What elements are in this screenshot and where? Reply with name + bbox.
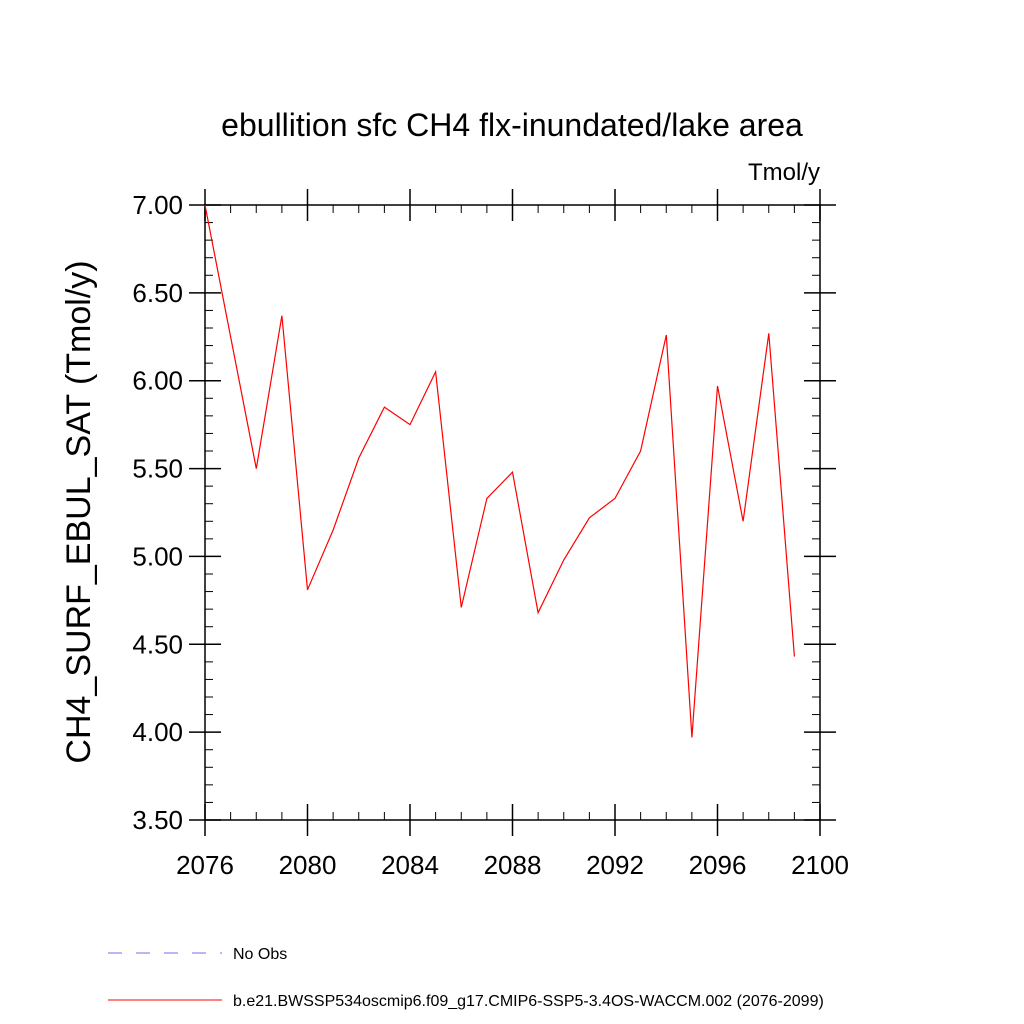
y-tick-label: 3.50 [132, 805, 183, 835]
y-tick-label: 6.50 [132, 278, 183, 308]
x-tick-label: 2084 [381, 850, 439, 880]
x-tick-label: 2100 [791, 850, 849, 880]
y-tick-label: 6.00 [132, 366, 183, 396]
axis-ticks [189, 189, 836, 836]
y-tick-label: 4.00 [132, 717, 183, 747]
x-tick-label: 2076 [176, 850, 234, 880]
series-line [204, 204, 795, 738]
units-label: Tmol/y [748, 159, 820, 186]
legend-label: No Obs [233, 946, 287, 963]
x-tick-label: 2096 [689, 850, 747, 880]
y-axis-label: CH4_SURF_EBUL_SAT (Tmol/y) [60, 260, 98, 763]
tick-labels: 2076 2080 2084 2088 2092 2096 2100 3.50 4.00 4.50… [132, 190, 849, 880]
x-tick-label: 2088 [484, 850, 542, 880]
y-tick-label: 5.50 [132, 454, 183, 484]
y-tick-label: 7.00 [132, 190, 183, 220]
series-group [204, 204, 795, 738]
chart-title: ebullition sfc CH4 flx-inundated/lake ar… [221, 107, 803, 143]
y-tick-label: 5.00 [132, 541, 183, 571]
legend-label: b.e21.BWSSP534oscmip6.f09_g17.CMIP6-SSP5… [233, 993, 824, 1010]
x-tick-label: 2092 [586, 850, 644, 880]
legend: No Obs b.e21.BWSSP534oscmip6.f09_g17.CMIP… [108, 946, 824, 1010]
x-tick-label: 2080 [279, 850, 337, 880]
plot-frame [204, 204, 821, 821]
y-tick-label: 4.50 [132, 629, 183, 659]
